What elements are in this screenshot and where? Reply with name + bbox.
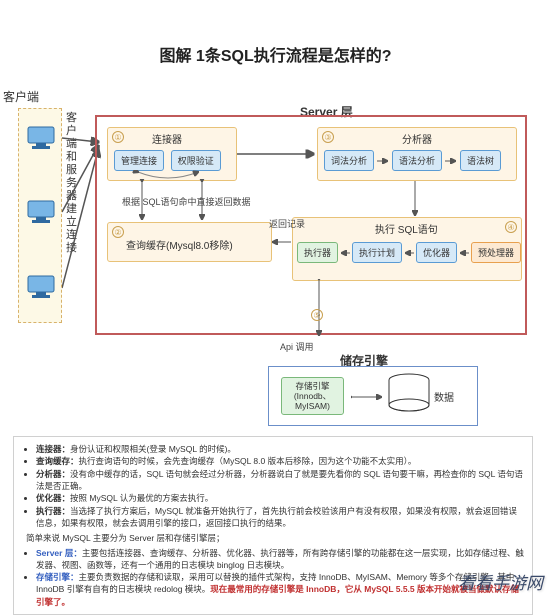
exec-title: 执行 SQL语句 <box>375 221 438 236</box>
bullet-item: 执行器：当选择了执行方案后，MySQL 就准备开始执行了，首先执行前会校验该用户… <box>36 505 524 530</box>
data-label: 数据 <box>434 389 454 404</box>
analyzer-box: ③ 分析器 词法分析 语法分析 语法树 <box>317 127 517 181</box>
chip-mgmt-conn: 管理连接 <box>114 150 164 171</box>
database-icon <box>387 373 431 416</box>
bullet-list: 连接器：身份认证和权限相关(登录 MySQL 的时候)。 查询缓存：执行查询语句… <box>26 443 524 529</box>
bullet-item: 分析器：没有命中缓存的话，SQL 语句就会经过分析器，分析器说白了就是要先看你的… <box>36 468 524 493</box>
watermark: 看看手游网 <box>458 569 543 594</box>
step-5-badge: ⑤ <box>311 309 323 321</box>
chip-tree: 语法树 <box>460 150 501 171</box>
description-block: 连接器：身份认证和权限相关(登录 MySQL 的时候)。 查询缓存：执行查询语句… <box>13 436 533 615</box>
storage-layer-box: 存储引擎 (Innodb、 MyISAM) 数据 <box>268 366 478 426</box>
computer-icon <box>26 199 56 225</box>
computer-icon <box>26 125 56 151</box>
client-column <box>18 108 62 323</box>
sub-bullet-item: Server 层：主要包括连接器、查询缓存、分析器、优化器、执行器等，所有跨存储… <box>36 547 524 572</box>
step-2-badge: ② <box>112 226 124 238</box>
chip-executor: 执行器 <box>297 242 338 263</box>
client-label: 客户端 <box>3 88 61 105</box>
api-label: Api 调用 <box>280 340 314 353</box>
sub-bullet-item: 存储引擎：主要负责数据的存储和读取，采用可以替换的插件式架构，支持 InnoDB… <box>36 571 524 608</box>
step-3-badge: ③ <box>322 131 334 143</box>
bullet-item: 查询缓存：执行查询语句的时候，会先查询缓存（MySQL 8.0 版本后移除，因为… <box>36 455 524 467</box>
chip-preproc: 预处理器 <box>471 242 521 263</box>
summary-line: 简单来说 MySQL 主要分为 Server 层和存储引擎层； <box>26 532 524 544</box>
cache-back-label: 返回记录 <box>269 217 305 230</box>
page-root: 图解 1条SQL执行流程是怎样的? 客户端 客户端和服务器建立连接 Server… <box>0 0 551 600</box>
cache-hit-label: 根据 SQL语句命中直接返回数据 <box>122 195 251 208</box>
step-4-badge: ④ <box>505 221 517 233</box>
connector-title: 连接器 <box>152 131 182 146</box>
bullet-item: 连接器：身份认证和权限相关(登录 MySQL 的时候)。 <box>36 443 524 455</box>
cache-box: ② 查询缓存(Mysql8.0移除) <box>107 222 272 262</box>
analyzer-title: 分析器 <box>402 131 432 146</box>
sub-bullet-list: Server 层：主要包括连接器、查询缓存、分析器、优化器、执行器等，所有跨存储… <box>26 547 524 609</box>
exec-box: 执行 SQL语句 ④ 执行器 执行计划 优化器 预处理器 <box>292 217 522 281</box>
arrow-conn-to-analyzer <box>237 147 317 161</box>
connector-box: ① 连接器 管理连接 权限验证 <box>107 127 237 181</box>
bullet-item: 优化器：按照 MySQL 认为最优的方案去执行。 <box>36 492 524 504</box>
arrow-engine-db <box>351 391 385 403</box>
cache-title: 查询缓存(Mysql8.0移除) <box>126 237 233 252</box>
chip-optimizer: 优化器 <box>416 242 457 263</box>
storage-engine-chip: 存储引擎 (Innodb、 MyISAM) <box>281 377 344 415</box>
chip-auth: 权限验证 <box>171 150 221 171</box>
server-layer-box: ① 连接器 管理连接 权限验证 ③ 分析器 词法分析 语法分析 语法树 ② <box>95 115 527 335</box>
chip-lex: 词法分析 <box>324 150 374 171</box>
arrow-analyzer-exec <box>405 179 425 219</box>
arrow-exec-cache <box>271 235 293 249</box>
step-1-badge: ① <box>112 131 124 143</box>
chip-syn: 语法分析 <box>392 150 442 171</box>
chip-plan: 执行计划 <box>352 242 402 263</box>
page-title: 图解 1条SQL执行流程是怎样的? <box>0 42 551 66</box>
computer-icon <box>26 274 56 300</box>
